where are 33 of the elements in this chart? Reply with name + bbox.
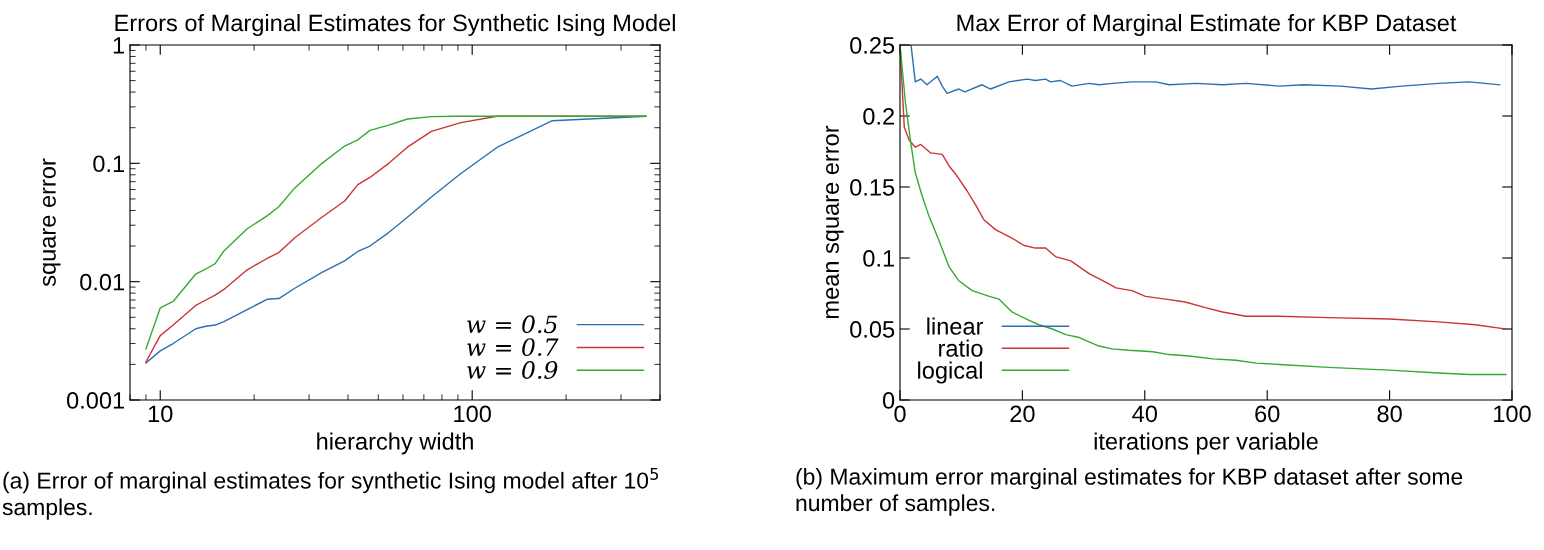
text: (b) Maximum error marginal estimates for KBP dataset after some number of samples. [796, 468, 1463, 516]
x-tick-label: 20 [1010, 405, 1035, 423]
x-tick-label: 80 [1377, 405, 1402, 423]
y-tick-label: 0.001 [66, 392, 124, 409]
chart-title: Errors of Marginal Estimates for Synthetic Ising Model [115, 14, 675, 37]
x-tick-label: 100 [454, 405, 491, 423]
y-tick-label: 0.1 [863, 250, 894, 267]
legend-label: w = 0.5 [467, 315, 558, 334]
legend-label: logical [918, 361, 982, 384]
y-tick-label: 0.15 [850, 179, 895, 196]
legend-label: w = 0.9 [467, 361, 558, 379]
y-axis-title: mean square error [826, 125, 844, 319]
y-tick-label: 0.05 [850, 321, 895, 338]
x-tick-label: 60 [1255, 405, 1280, 423]
x-tick-label: 40 [1132, 405, 1158, 423]
y-tick-label: 0.01 [80, 273, 124, 291]
x-tick-label: 10 [148, 405, 173, 423]
legend-label: w = 0.7 [467, 338, 559, 357]
x-axis-title: hierarchy width [317, 432, 473, 455]
x-axis-title: iterations per variable [1094, 432, 1318, 455]
y-tick-label: 0 [882, 392, 895, 409]
chart-title: Max Error of Marginal Estimate for KBP Dataset [957, 14, 1457, 37]
legend-label: linear [927, 317, 984, 335]
line-series [910, 45, 1501, 94]
text: (a) Error of marginal estimates for synthetic Ising model after 10$^{5}$ samples. [2, 468, 659, 520]
x-tick-label: 0 [894, 405, 906, 423]
y-axis-title: square error [42, 158, 61, 287]
y-tick-label: 0.2 [863, 108, 894, 125]
y-tick-label: 0.1 [93, 155, 124, 173]
legend-label: ratio [939, 339, 983, 357]
y-tick-label: 1 [113, 37, 124, 54]
x-tick-label: 100 [1494, 405, 1531, 423]
y-tick-label: 0.25 [850, 37, 895, 54]
